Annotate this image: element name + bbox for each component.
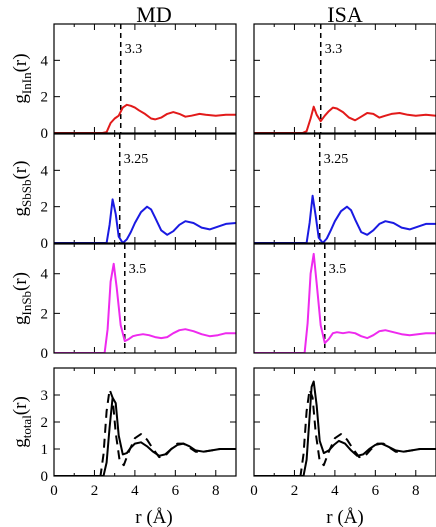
y-tick-label: 4 — [41, 163, 49, 179]
y-axis-label-main: g — [10, 94, 31, 104]
panel-curves — [254, 380, 436, 476]
series-line — [54, 396, 236, 476]
panel-curves — [54, 103, 236, 133]
y-axis-label-tail: (r) — [10, 161, 31, 180]
x-tick-label: 2 — [91, 483, 99, 499]
cutoff-annotation: 3.5 — [329, 262, 347, 277]
panel-insb-md: 0 2 4 3.5 gInSb(r) — [10, 243, 237, 362]
x-tick-label: 8 — [412, 483, 420, 499]
panel-frame — [53, 367, 237, 477]
x-tick-label: 2 — [291, 483, 299, 499]
column-title-isa: ISA — [327, 2, 363, 27]
x-tick-label: 6 — [172, 483, 180, 499]
y-axis-label-main: g — [10, 315, 31, 325]
cutoff-annotation: 3.25 — [124, 152, 149, 167]
series-line — [254, 194, 436, 243]
panel-curves — [254, 105, 436, 133]
y-tick-label: 1 — [41, 442, 49, 458]
cutoff-annotation: 3.3 — [125, 42, 143, 57]
y-tick-label: 0 — [41, 236, 49, 252]
series-line — [254, 252, 436, 353]
y-axis-label-sub: InSb — [19, 291, 34, 316]
y-tick-label: 4 — [41, 267, 49, 283]
y-axis-label-sub: SbSb — [19, 180, 34, 207]
y-tick-label: 0 — [41, 469, 49, 485]
panel-inin-isa: 3.3 — [253, 23, 436, 134]
series-line-dashed — [54, 388, 236, 476]
y-tick-label: 2 — [41, 415, 49, 431]
x-axis-label-md: r (Å) — [135, 507, 172, 527]
y-tick-label: 0 — [41, 126, 49, 142]
series-line — [54, 262, 236, 353]
y-tick-label: 4 — [41, 53, 49, 69]
y-axis-label-tail: (r) — [10, 53, 31, 72]
series-line — [54, 103, 236, 133]
panel-frame — [253, 23, 436, 134]
cutoff-annotation: 3.5 — [129, 262, 147, 277]
series-line — [254, 105, 436, 133]
y-axis-label: gInIn(r) — [10, 53, 34, 103]
series-line — [54, 198, 236, 243]
x-tick-label: 4 — [331, 483, 339, 499]
panel-curves — [254, 252, 436, 353]
panel-frame — [53, 133, 237, 244]
x-axis-label-isa: r (Å) — [326, 507, 363, 527]
y-tick-label: 3 — [41, 388, 49, 404]
y-tick-label: 2 — [41, 90, 49, 106]
cutoff-annotation: 3.3 — [325, 42, 343, 57]
y-tick-label: 2 — [41, 200, 49, 216]
y-axis-label-tail: (r) — [10, 396, 31, 415]
panel-frame — [253, 367, 436, 477]
x-tick-label: 8 — [212, 483, 220, 499]
x-tick-label: 6 — [372, 483, 380, 499]
series-line-dashed — [254, 388, 436, 476]
panel-frame — [253, 133, 436, 244]
panel-total-md: 0 1 2 3 0 2 4 6 8 gtotal(r) — [10, 367, 237, 499]
panel-frame — [53, 23, 237, 134]
y-axis-label-sub: total — [19, 415, 34, 438]
x-tick-label: 0 — [50, 483, 58, 499]
panel-curves — [54, 198, 236, 243]
y-axis-label-tail: (r) — [10, 272, 31, 291]
y-tick-label: 0 — [41, 346, 49, 362]
cutoff-annotation: 3.25 — [324, 152, 349, 167]
panel-curves — [54, 388, 236, 476]
x-tick-label: 0 — [250, 483, 258, 499]
y-axis-label-main: g — [10, 438, 31, 448]
panel-frame — [53, 243, 237, 354]
panel-insb-isa: 3.5 — [253, 243, 436, 354]
panel-sbsb-isa: 3.25 — [253, 133, 436, 244]
y-tick-label: 2 — [41, 306, 49, 322]
y-axis-label-sub: InIn — [19, 72, 34, 94]
panel-inin-md: 0 2 4 3.3 gInIn(r) — [10, 23, 237, 142]
series-line — [254, 380, 436, 476]
panel-frame — [253, 243, 436, 354]
y-axis-label-main: g — [10, 206, 31, 216]
x-tick-label: 4 — [131, 483, 139, 499]
panel-total-isa: 0 2 4 6 8 — [250, 367, 436, 499]
column-title-md: MD — [136, 2, 171, 27]
y-axis-label: gInSb(r) — [10, 272, 34, 325]
y-axis-label: gSbSb(r) — [10, 161, 34, 217]
panel-sbsb-md: 0 2 4 3.25 gSbSb(r) — [10, 133, 237, 252]
y-axis-label: gtotal(r) — [10, 396, 34, 448]
panel-curves — [54, 262, 236, 353]
panel-curves — [254, 194, 436, 243]
